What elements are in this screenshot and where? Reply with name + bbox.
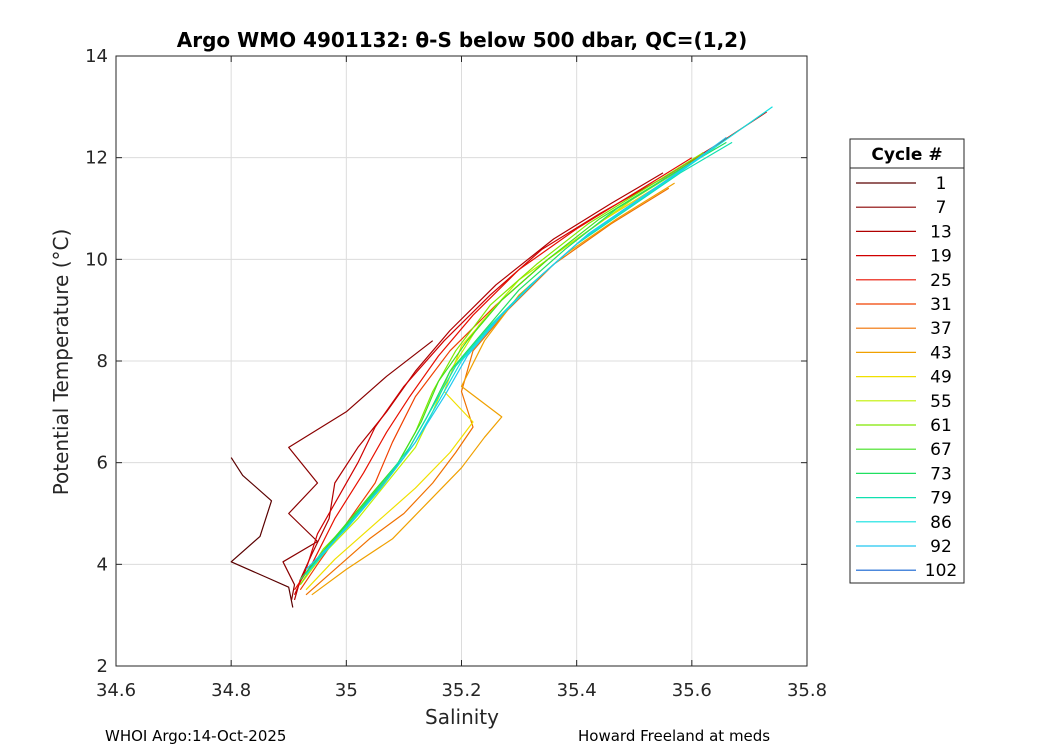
legend-label-13: 13 [930, 222, 952, 242]
legend-label-55: 55 [930, 392, 952, 412]
footer-right: Howard Freeland at meds [578, 727, 770, 745]
x-tick-label: 35.8 [787, 680, 827, 701]
footer-left: WHOI Argo:14-Oct-2025 [105, 727, 286, 745]
legend-label-102: 102 [925, 561, 957, 581]
series-lines [230, 106, 773, 608]
x-tick-label: 35.6 [672, 680, 712, 701]
legend-label-92: 92 [930, 537, 952, 557]
chart-title: Argo WMO 4901132: θ-S below 500 dbar, QC… [177, 28, 747, 52]
legend-label-19: 19 [930, 247, 952, 267]
series-line-cycle-73 [299, 141, 727, 580]
x-axis-label: Salinity [425, 705, 499, 729]
y-tick-label: 4 [97, 554, 108, 575]
legend-label-61: 61 [930, 416, 952, 436]
y-tick-label: 6 [97, 453, 108, 474]
legend-label-73: 73 [930, 464, 952, 484]
y-tick-label: 2 [97, 656, 108, 677]
y-tick-label: 10 [85, 249, 108, 270]
y-tick-label: 14 [85, 46, 108, 67]
legend-label-31: 31 [930, 295, 952, 315]
legend-label-79: 79 [930, 489, 952, 509]
series-line-cycle-79 [305, 141, 733, 575]
axis-ticks: 34.6 34.8 35 35.2 35.4 35.6 35.8 2 4 6 8 10 12 14 [85, 46, 827, 701]
x-tick-label: 34.6 [96, 680, 136, 701]
legend: Cycle # 1 7 13 19 25 31 37 43 49 55 61 67 73 79 86 92 10… [849, 138, 965, 584]
legend-label-43: 43 [930, 343, 952, 363]
legend-label-49: 49 [930, 368, 952, 388]
y-axis-label: Potential Temperature (°C) [49, 229, 73, 496]
series-line-cycle-92 [305, 136, 727, 570]
y-tick-label: 8 [97, 351, 108, 372]
legend-label-25: 25 [930, 271, 952, 291]
x-tick-label: 35.4 [557, 680, 597, 701]
legend-label-86: 86 [930, 513, 952, 533]
legend-label-1: 1 [936, 174, 947, 194]
legend-box [849, 138, 965, 584]
series-line-cycle-25 [294, 157, 693, 591]
x-tick-label: 35 [335, 680, 358, 701]
series-line-cycle-1 [230, 457, 294, 608]
legend-title: Cycle # [871, 145, 942, 165]
legend-entries: 1 7 13 19 25 31 37 43 49 55 61 67 73 79 86 92 102 [856, 174, 957, 581]
series-line-cycle-7 [282, 340, 434, 601]
series-line-cycle-67 [299, 146, 716, 580]
legend-label-37: 37 [930, 319, 952, 339]
legend-label-7: 7 [936, 198, 947, 218]
y-tick-label: 12 [85, 148, 108, 169]
x-tick-label: 34.8 [211, 680, 251, 701]
legend-label-67: 67 [930, 440, 952, 460]
x-tick-label: 35.2 [441, 680, 481, 701]
